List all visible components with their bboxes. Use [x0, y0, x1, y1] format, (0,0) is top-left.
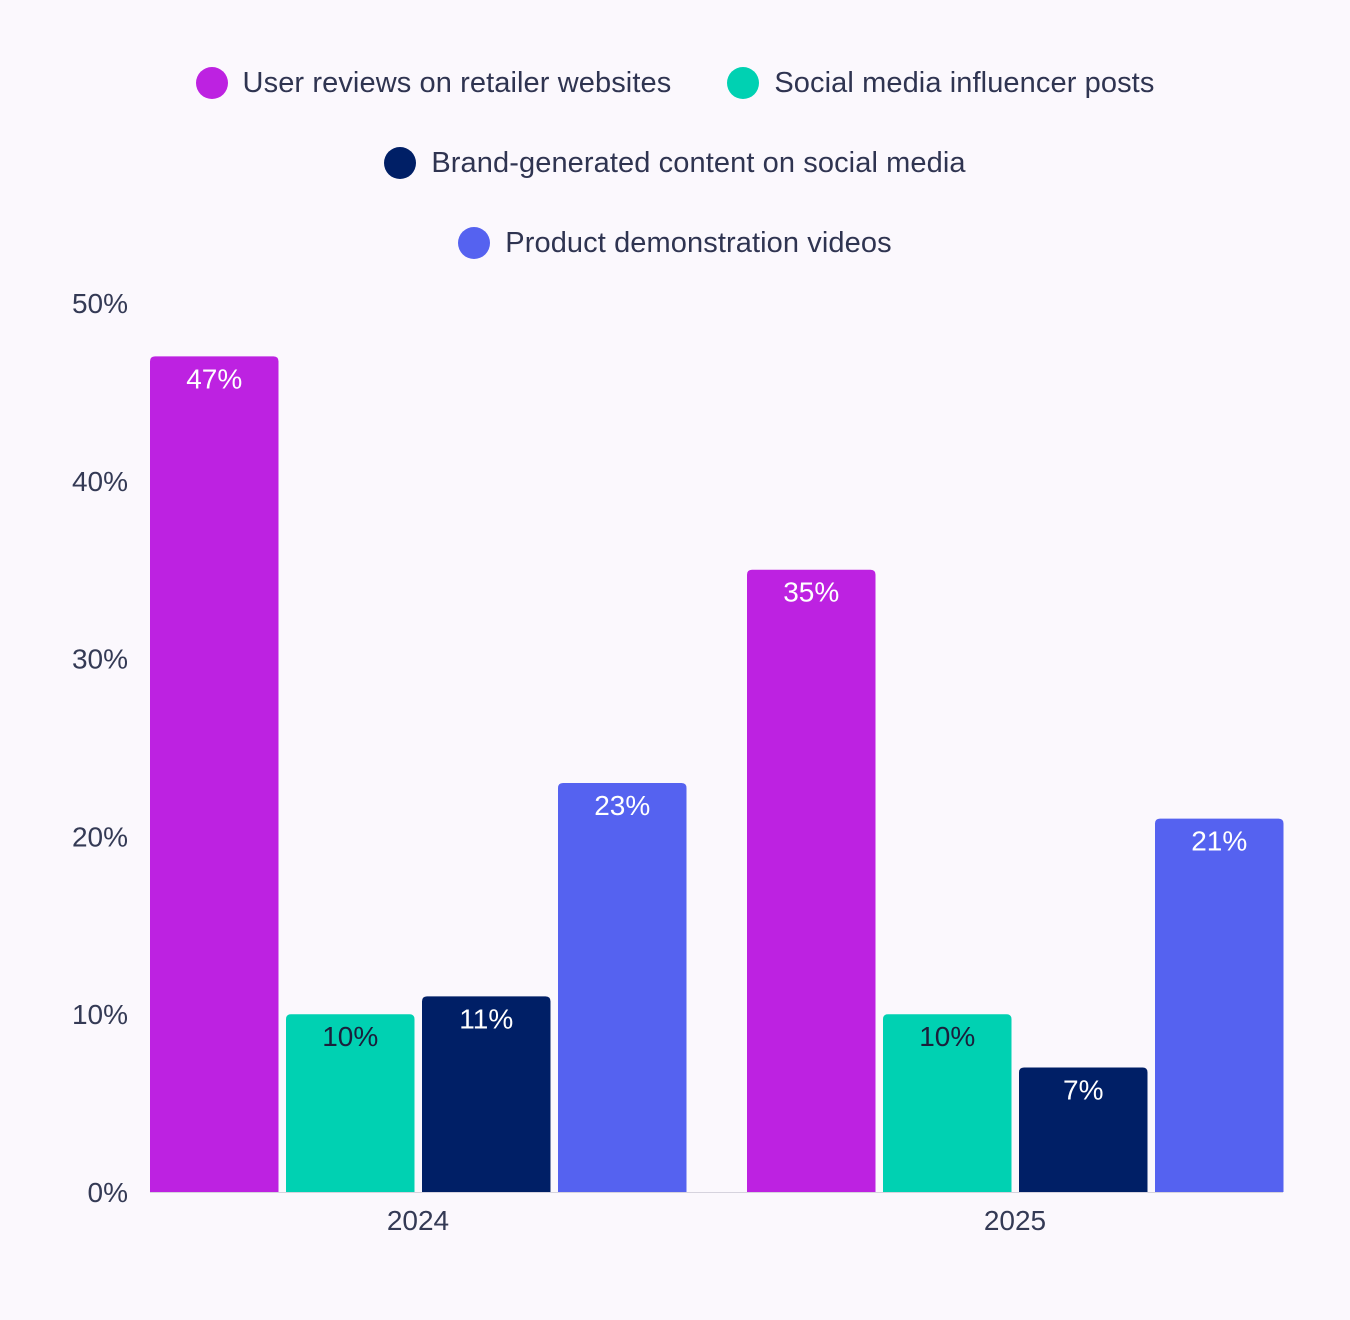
legend-row-2: Brand-generated content on social media [0, 138, 1350, 188]
bar [286, 1014, 415, 1192]
legend-swatch-user-reviews [195, 67, 228, 99]
bar-value-label: 10% [322, 1021, 378, 1052]
y-tick-label: 20% [72, 821, 128, 852]
bar-value-label: 10% [919, 1021, 975, 1052]
y-tick-label: 0% [88, 1177, 128, 1208]
legend-item-influencer-posts: Social media influencer posts [727, 67, 1154, 100]
bar-value-label: 7% [1063, 1075, 1103, 1106]
legend-label-demo-videos: Product demonstration videos [505, 226, 892, 259]
legend-row-1: User reviews on retailer websites Social… [0, 58, 1350, 108]
bar-value-label: 35% [783, 577, 839, 608]
y-tick-label: 10% [72, 999, 128, 1030]
legend-swatch-demo-videos [458, 227, 491, 259]
bar [150, 356, 279, 1193]
chart-legend: User reviews on retailer websites Social… [0, 58, 1350, 298]
legend-label-user-reviews: User reviews on retailer websites [242, 66, 672, 99]
bar [558, 783, 687, 1192]
bar [747, 569, 876, 1192]
legend-item-demo-videos: Product demonstration videos [458, 226, 892, 260]
y-tick-label: 50% [72, 288, 128, 319]
legend-label-influencer-posts: Social media influencer posts [774, 66, 1155, 99]
bar [1019, 1067, 1148, 1192]
bar [422, 996, 551, 1192]
legend-item-brand-content: Brand-generated content on social media [384, 146, 966, 180]
bar-value-label: 21% [1191, 826, 1247, 857]
bar [1155, 818, 1284, 1192]
legend-label-brand-content: Brand-generated content on social media [431, 146, 966, 179]
legend-swatch-brand-content [384, 147, 417, 179]
legend-item-user-reviews: User reviews on retailer websites [195, 66, 672, 100]
x-tick-label: 2025 [984, 1205, 1046, 1236]
bar [883, 1014, 1012, 1192]
x-tick-label: 2024 [387, 1205, 449, 1236]
y-tick-label: 40% [72, 466, 128, 497]
bar-value-label: 11% [459, 1003, 513, 1034]
bar-value-label: 23% [594, 790, 650, 821]
legend-swatch-influencer-posts [727, 67, 760, 99]
y-tick-label: 30% [72, 644, 128, 675]
legend-row-3: Product demonstration videos [0, 218, 1350, 268]
bar-value-label: 47% [186, 363, 242, 394]
